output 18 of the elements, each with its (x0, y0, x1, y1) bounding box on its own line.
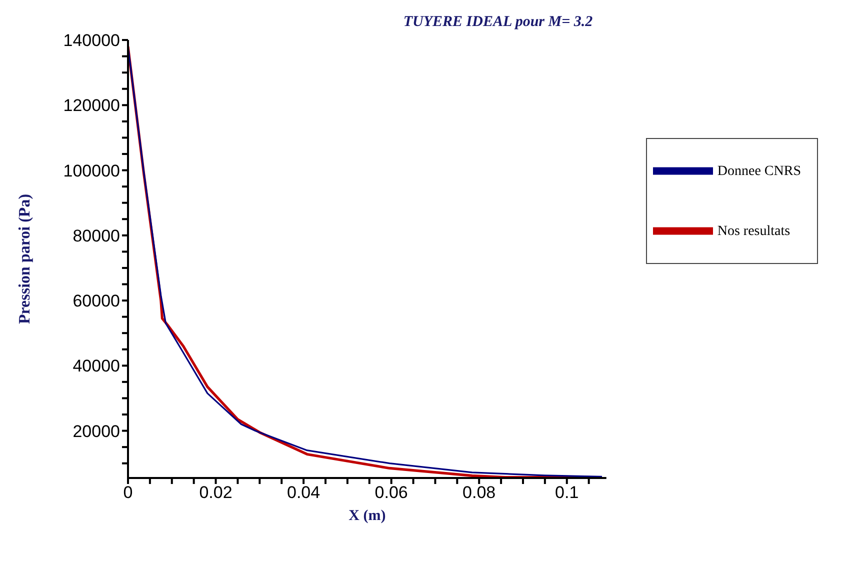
y-tick-label: 80000 (72, 226, 120, 246)
x-tick-label: 0.06 (374, 483, 408, 502)
x-tick-label: 0.1 (555, 483, 579, 502)
y-tick-label: 140000 (63, 31, 120, 50)
legend-label: Donnee CNRS (717, 164, 801, 180)
x-tick-label: 0.04 (287, 483, 320, 502)
legend-label: Nos resultats (717, 224, 790, 240)
y-tick-label: 60000 (72, 292, 120, 311)
x-axis-title: X (m) (348, 508, 386, 524)
x-tick-label: 0.02 (199, 483, 232, 502)
y-tick-label: 40000 (72, 356, 120, 376)
y-axis-title: Pression paroi (Pa) (16, 194, 34, 324)
y-tick-label: 120000 (63, 96, 120, 116)
y-tick-label: 20000 (72, 422, 120, 441)
x-tick-label: 0.08 (462, 483, 496, 502)
y-tick-label: 100000 (63, 161, 120, 180)
chart-title: TUYERE IDEAL pour M= 3.2 (402, 14, 594, 31)
x-tick-label: 0 (123, 483, 133, 502)
